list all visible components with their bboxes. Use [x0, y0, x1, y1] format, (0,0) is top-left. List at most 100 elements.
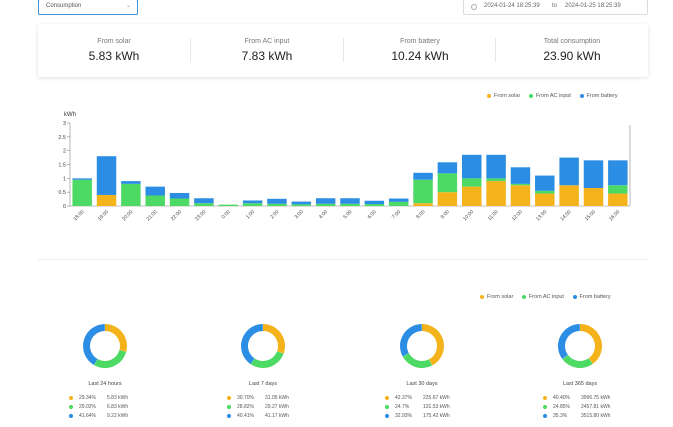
breakdown-row-battery: 32.93% 175.42 kWh [385, 412, 450, 421]
bar-segment[interactable] [486, 154, 506, 179]
bar-segment[interactable] [510, 183, 531, 186]
x-tick-label: 21:00 [146, 209, 159, 222]
donut-slice[interactable] [402, 353, 433, 368]
bar-segment[interactable] [169, 192, 190, 199]
view-select[interactable]: Consumption ⌄ [38, 0, 138, 15]
breakdown-val: 9.22 kWh [107, 413, 129, 419]
bar-segment[interactable] [315, 198, 336, 204]
bar-segment[interactable] [583, 188, 604, 206]
bar-segment[interactable] [169, 198, 190, 206]
x-tick-label: 22:00 [170, 209, 183, 222]
bar-segment[interactable] [413, 172, 433, 180]
bar-segment[interactable] [121, 183, 141, 206]
bar-segment[interactable] [340, 198, 360, 204]
bar-segment[interactable] [535, 193, 555, 206]
legend-item-solar[interactable]: From solar [480, 294, 513, 300]
bar-segment[interactable] [437, 173, 458, 193]
donut-chart-365d [558, 324, 602, 368]
y-tick-label: 3 [63, 121, 66, 127]
donut-slice[interactable] [263, 324, 285, 354]
donut-chart-30d [400, 324, 444, 368]
donut-slice[interactable] [105, 324, 127, 352]
bar-segment[interactable] [535, 175, 555, 191]
bar-segment[interactable] [145, 195, 165, 206]
bar-segment[interactable] [388, 198, 409, 202]
x-tick-label: 3:00 [294, 209, 305, 220]
bar-segment[interactable] [510, 167, 531, 184]
bar-segment[interactable] [608, 185, 628, 194]
bar-segment[interactable] [462, 178, 482, 187]
bar-segment[interactable] [96, 194, 117, 206]
bar-segment[interactable] [608, 193, 628, 206]
bar-segment[interactable] [291, 204, 312, 206]
breakdown-pct: 32.93% [395, 413, 412, 419]
donut-slice[interactable] [241, 324, 263, 365]
breakdown-pct: 40.41% [237, 413, 254, 419]
bar-segment[interactable] [437, 192, 458, 206]
bar-segment[interactable] [291, 201, 312, 205]
bar-segment[interactable] [218, 204, 238, 206]
solar-dot-icon [385, 395, 389, 400]
legend-item-battery[interactable]: From battery [579, 93, 618, 99]
donut-slice[interactable] [580, 324, 602, 364]
bar-segment[interactable] [315, 203, 336, 206]
bar-segment[interactable] [559, 157, 579, 186]
donut-slice[interactable] [422, 324, 444, 366]
donut-slice[interactable] [250, 351, 284, 368]
bar-segment[interactable] [364, 204, 385, 206]
ac-dot-icon [543, 404, 547, 409]
bar-segment[interactable] [364, 200, 385, 205]
donut-slice[interactable] [83, 324, 105, 366]
bar-segment[interactable] [437, 162, 458, 174]
bar-segment[interactable] [608, 160, 628, 186]
legend-item-ac[interactable]: From AC input [521, 294, 564, 300]
breakdown-pct: 24.7% [395, 404, 410, 410]
ac-dot-icon [385, 404, 389, 409]
bar-segment[interactable] [462, 186, 482, 206]
legend-item-battery[interactable]: From battery [572, 294, 611, 300]
bar-segment[interactable] [535, 190, 555, 194]
x-tick-label: 19:00 [97, 209, 110, 222]
bar-segment[interactable] [486, 178, 506, 182]
legend-item-solar[interactable]: From solar [487, 93, 520, 99]
donut-slice[interactable] [558, 324, 580, 360]
bar-segment[interactable] [267, 198, 287, 204]
x-tick-label: 7:00 [391, 209, 402, 220]
bar-segment[interactable] [242, 200, 263, 204]
y-tick-label: 1.5 [58, 163, 66, 169]
bar-segment[interactable] [510, 185, 531, 206]
bar-segment[interactable] [96, 156, 117, 195]
bar-segment[interactable] [413, 179, 433, 204]
donut-slice[interactable] [400, 324, 422, 357]
bar-segment[interactable] [486, 181, 506, 206]
donut-slice[interactable] [94, 350, 127, 368]
donut-slice[interactable] [562, 355, 593, 368]
bar-segment[interactable] [242, 203, 263, 206]
date-range-picker[interactable]: 2024-01-24 18:25:39 to 2024-01-25 18:25:… [463, 0, 648, 15]
legend-label: From AC input [528, 294, 564, 300]
bar-segment[interactable] [72, 178, 92, 180]
bar-segment[interactable] [267, 203, 287, 206]
ac-dot-icon [69, 404, 73, 409]
bar-segment[interactable] [121, 181, 141, 184]
bar-segment[interactable] [388, 201, 409, 206]
breakdown-val: 131.53 kWh [423, 404, 450, 410]
bar-segment[interactable] [462, 154, 482, 179]
bar-segment[interactable] [583, 160, 604, 189]
breakdown-row-ac: 28.82% 29.27 kWh [227, 403, 289, 412]
bar-segment[interactable] [559, 185, 579, 206]
bar-segment[interactable] [194, 198, 214, 204]
bar-segment[interactable] [194, 203, 214, 206]
bar-segment[interactable] [72, 179, 92, 206]
bar-segment[interactable] [340, 203, 360, 206]
bar-segment[interactable] [413, 203, 433, 206]
bar-segment[interactable] [145, 186, 165, 196]
stat-value: 7.83 kWh [241, 49, 293, 63]
legend-label: From battery [586, 93, 618, 99]
y-tick-label: 0.5 [58, 190, 66, 196]
legend-item-ac[interactable]: From AC input [528, 93, 571, 99]
x-tick-label: 0:00 [221, 209, 232, 220]
battery-dot-icon [69, 413, 73, 418]
breakdown-val: 5.83 kWh [107, 395, 129, 401]
x-tick-label: 4:00 [318, 209, 329, 220]
